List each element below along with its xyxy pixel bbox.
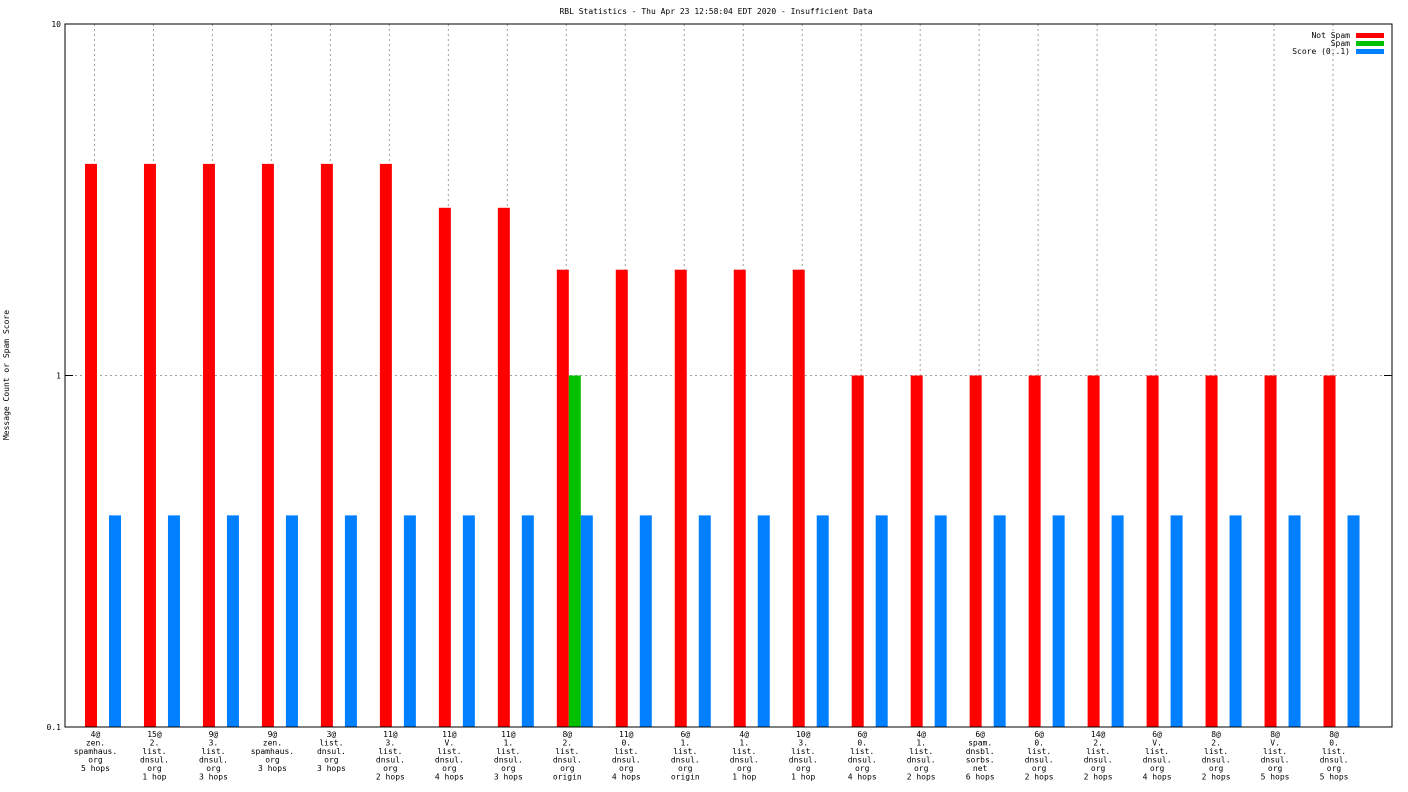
bar xyxy=(462,515,475,727)
bar xyxy=(733,269,746,727)
bar xyxy=(1323,375,1336,727)
bar xyxy=(108,515,121,727)
x-tick-label: 8@ 2. list. dnsul. org 2 hops xyxy=(1202,730,1231,782)
x-tick-label: 3@ list. dnsul. org 3 hops xyxy=(317,730,346,773)
x-tick-label: 15@ 2. list. dnsul. org 1 hop xyxy=(140,730,169,782)
bar xyxy=(1264,375,1277,727)
x-tick-label: 14@ 2. list. dnsul. org 2 hops xyxy=(1084,730,1113,782)
bar xyxy=(521,515,534,727)
x-tick-label: 6@ V. list. dnsul. org 4 hops xyxy=(1143,730,1172,782)
bar xyxy=(226,515,239,727)
bar xyxy=(403,515,416,727)
bar xyxy=(1170,515,1183,727)
x-tick-label: 11@ V. list. dnsul. org 4 hops xyxy=(435,730,464,782)
bar xyxy=(875,515,888,727)
bar xyxy=(1205,375,1218,727)
bar xyxy=(1229,515,1242,727)
bar xyxy=(816,515,829,727)
chart-title: RBL Statistics - Thu Apr 23 12:58:04 EDT… xyxy=(559,7,872,16)
bar xyxy=(320,163,333,727)
x-tick-label: 8@ 0. list. dnsul. org 5 hops xyxy=(1320,730,1349,782)
plot-frame xyxy=(64,23,1393,728)
bar xyxy=(1347,515,1360,727)
bar xyxy=(993,515,1006,727)
bar xyxy=(1146,375,1159,727)
x-tick-label: 9@ zen. spamhaus. org 3 hops xyxy=(251,730,294,773)
bar xyxy=(615,269,628,727)
bar xyxy=(202,163,215,727)
y-tick-label: 0.1 xyxy=(47,723,62,732)
bar xyxy=(674,269,687,727)
bar xyxy=(438,207,451,728)
bar xyxy=(568,375,581,727)
x-tick-label: 11@ 3. list. dnsul. org 2 hops xyxy=(376,730,405,782)
bar xyxy=(910,375,923,727)
bar xyxy=(261,163,274,727)
y-tick-label: 10 xyxy=(51,20,61,29)
x-tick-label: 4@ 1. list. dnsul. org 1 hop xyxy=(730,730,759,782)
bar xyxy=(757,515,770,727)
bar xyxy=(792,269,805,727)
x-tick-label: 8@ V. list. dnsul. org 5 hops xyxy=(1261,730,1290,782)
bar xyxy=(1288,515,1301,727)
x-tick-label: 6@ 0. list. dnsul. org 2 hops xyxy=(1025,730,1054,782)
y-axis-label: Message Count or Spam Score xyxy=(2,310,11,440)
bar xyxy=(969,375,982,727)
x-tick-label: 4@ zen. spamhaus. org 5 hops xyxy=(74,730,117,773)
x-tick-label: 6@ 0. list. dnsul. org 4 hops xyxy=(848,730,877,782)
y-tick-label: 1 xyxy=(56,372,61,381)
legend-swatch xyxy=(1356,33,1384,38)
legend-swatch xyxy=(1356,41,1384,46)
x-tick-label: 10@ 3. list. dnsul. org 1 hop xyxy=(789,730,818,782)
bar xyxy=(167,515,180,727)
bar xyxy=(497,207,510,728)
x-tick-label: 4@ 1. list. dnsul. org 2 hops xyxy=(907,730,936,782)
bar xyxy=(1052,515,1065,727)
bar xyxy=(1028,375,1041,727)
legend-label: Not Spam xyxy=(1311,31,1350,40)
bar xyxy=(143,163,156,727)
x-tick-label: 6@ spam. dnsbl. sorbs. net 6 hops xyxy=(966,730,995,782)
legend-swatch xyxy=(1356,49,1384,54)
legend-label: Spam xyxy=(1331,39,1350,48)
bar xyxy=(580,515,593,727)
bar xyxy=(379,163,392,727)
x-tick-label: 9@ 3. list. dnsul. org 3 hops xyxy=(199,730,228,782)
bar xyxy=(934,515,947,727)
x-tick-label: 11@ 1. list. dnsul. org 3 hops xyxy=(494,730,523,782)
bar xyxy=(344,515,357,727)
bar xyxy=(639,515,652,727)
bar xyxy=(1087,375,1100,727)
bar xyxy=(556,269,569,727)
x-tick-label: 6@ 1. list. dnsul. org origin xyxy=(671,730,700,782)
bar xyxy=(285,515,298,727)
x-tick-label: 11@ 0. list. dnsul. org 4 hops xyxy=(612,730,641,782)
bar xyxy=(851,375,864,727)
x-tick-label: 8@ 2. list. dnsul. org origin xyxy=(553,730,582,782)
legend-label: Score (0..1) xyxy=(1292,47,1350,56)
bar xyxy=(698,515,711,727)
bar xyxy=(1111,515,1124,727)
bar xyxy=(84,163,97,727)
